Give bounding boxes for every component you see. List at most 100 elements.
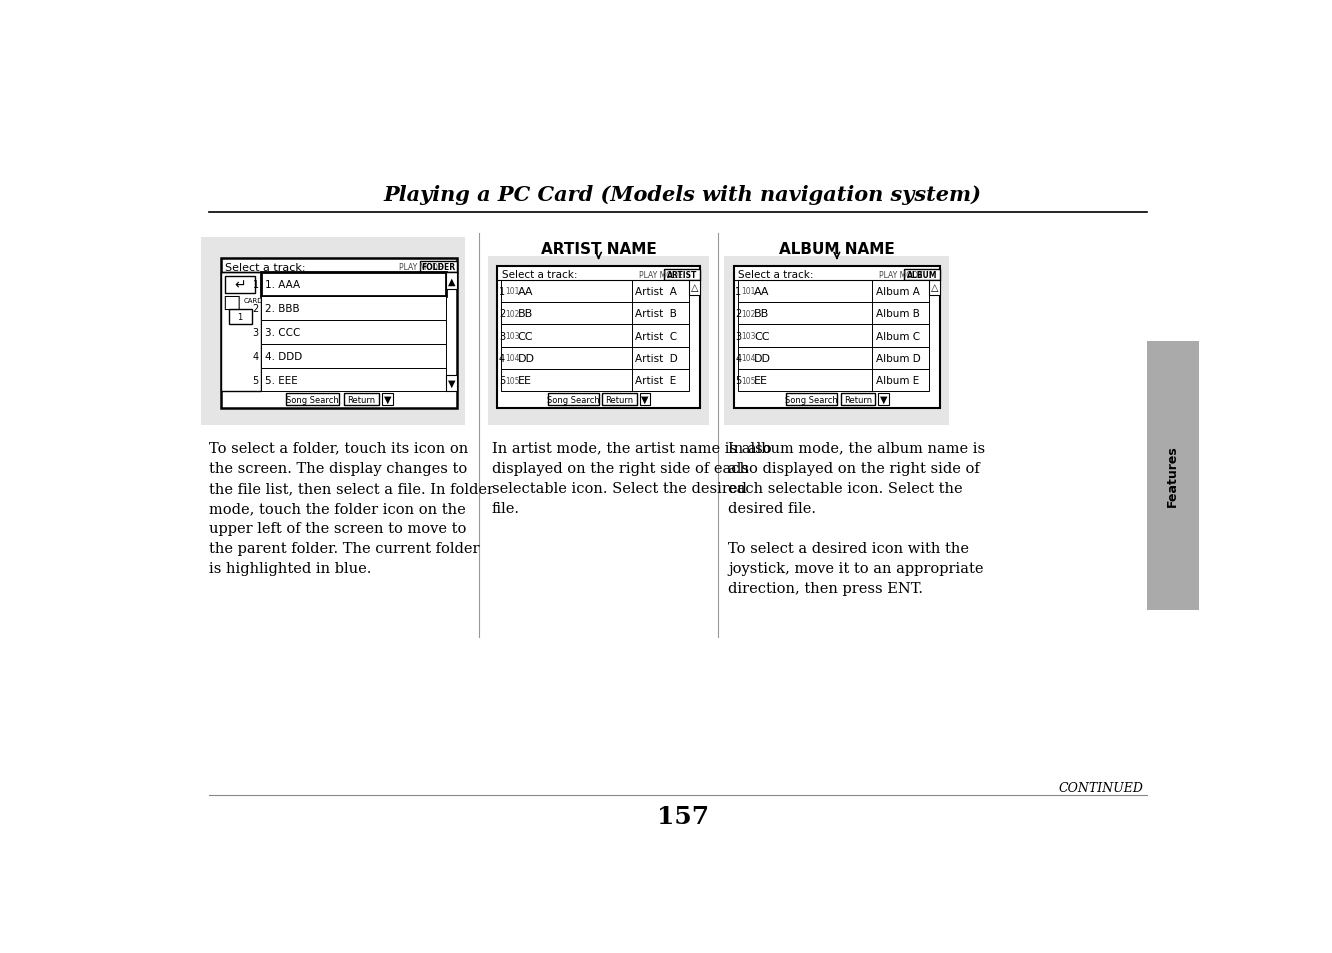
Text: 3: 3: [735, 332, 742, 341]
Text: 101.: 101.: [742, 287, 758, 296]
Bar: [689, 280, 699, 295]
Text: 103.: 103.: [505, 332, 522, 341]
Bar: [221, 259, 457, 409]
Text: 4: 4: [500, 354, 505, 364]
Text: 4: 4: [253, 352, 258, 361]
Bar: [501, 303, 689, 325]
Bar: [382, 394, 393, 406]
Bar: [501, 370, 689, 392]
Text: DD: DD: [754, 354, 771, 364]
Bar: [497, 267, 699, 409]
Text: 4: 4: [735, 354, 742, 364]
Text: 5. EEE: 5. EEE: [265, 375, 297, 385]
Text: PLAY MODE: PLAY MODE: [400, 263, 442, 272]
Text: Song Search: Song Search: [286, 395, 338, 404]
Text: 103.: 103.: [742, 332, 758, 341]
Bar: [549, 394, 598, 406]
Text: ▼: ▼: [879, 395, 887, 405]
Bar: [904, 270, 940, 280]
Text: CC: CC: [518, 332, 533, 341]
Text: AA: AA: [754, 287, 770, 296]
Text: △: △: [931, 283, 938, 294]
Bar: [261, 344, 446, 368]
Text: △: △: [690, 283, 698, 294]
Text: 5: 5: [253, 375, 258, 385]
Text: 2: 2: [735, 309, 742, 319]
Text: Artist  B: Artist B: [635, 309, 677, 319]
Text: Artist  D: Artist D: [635, 354, 678, 364]
Text: 157: 157: [657, 804, 709, 828]
Bar: [344, 394, 380, 406]
Text: 104.: 104.: [505, 355, 522, 363]
Text: In album mode, the album name is
also displayed on the right side of
each select: In album mode, the album name is also di…: [729, 441, 986, 596]
Bar: [738, 325, 930, 348]
Bar: [602, 394, 637, 406]
Text: Artist  A: Artist A: [635, 287, 677, 296]
Text: 101.: 101.: [505, 287, 522, 296]
Bar: [225, 276, 254, 294]
Text: BB: BB: [754, 309, 769, 319]
Bar: [878, 394, 888, 406]
Text: ▼: ▼: [384, 395, 392, 405]
Bar: [261, 320, 446, 344]
Bar: [261, 368, 446, 392]
Bar: [738, 303, 930, 325]
Text: 5: 5: [500, 375, 505, 386]
Text: CC: CC: [754, 332, 770, 341]
Text: ↵: ↵: [234, 278, 246, 293]
Text: CARD: CARD: [244, 297, 264, 303]
Bar: [229, 310, 252, 325]
Bar: [488, 256, 709, 426]
Bar: [786, 394, 836, 406]
Text: Album E: Album E: [875, 375, 919, 386]
Bar: [840, 394, 875, 406]
Text: 2. BBB: 2. BBB: [265, 304, 300, 314]
Text: 102.: 102.: [505, 310, 522, 318]
Text: 2: 2: [253, 304, 258, 314]
Text: 102.: 102.: [742, 310, 758, 318]
Text: 3. CCC: 3. CCC: [265, 328, 300, 337]
Bar: [446, 375, 457, 392]
Bar: [201, 237, 465, 426]
Text: ▼: ▼: [448, 378, 456, 389]
Bar: [734, 267, 940, 409]
Text: 3: 3: [253, 328, 258, 337]
Text: Select a track:: Select a track:: [738, 270, 814, 280]
Text: Song Search: Song Search: [786, 395, 838, 404]
Bar: [738, 370, 930, 392]
Text: 105.: 105.: [505, 376, 522, 385]
Text: ARTIST: ARTIST: [667, 271, 697, 279]
Bar: [738, 348, 930, 370]
Bar: [501, 348, 689, 370]
Bar: [665, 270, 699, 280]
Text: 1: 1: [735, 287, 742, 296]
Text: ▲: ▲: [448, 276, 456, 286]
Text: Return: Return: [348, 395, 376, 404]
Text: □: □: [222, 293, 241, 312]
Text: Album B: Album B: [875, 309, 919, 319]
Text: EE: EE: [754, 375, 769, 386]
Text: EE: EE: [518, 375, 531, 386]
Text: DD: DD: [518, 354, 534, 364]
Text: 3: 3: [500, 332, 505, 341]
Text: ALBUM: ALBUM: [907, 271, 938, 279]
Text: ▼: ▼: [641, 395, 649, 405]
Bar: [501, 325, 689, 348]
Bar: [446, 273, 457, 290]
Bar: [261, 273, 446, 296]
Bar: [420, 262, 457, 273]
Bar: [1147, 341, 1199, 611]
Text: PLAY MODE: PLAY MODE: [879, 271, 923, 279]
Bar: [286, 394, 338, 406]
Text: To select a folder, touch its icon on
the screen. The display changes to
the fil: To select a folder, touch its icon on th…: [209, 441, 494, 576]
Text: 1: 1: [253, 280, 258, 290]
Text: PLAY MODE: PLAY MODE: [639, 271, 683, 279]
Text: 1: 1: [237, 313, 242, 322]
Text: Album A: Album A: [875, 287, 919, 296]
Text: 1. AAA: 1. AAA: [265, 280, 300, 290]
Text: Return: Return: [843, 395, 872, 404]
Bar: [738, 280, 930, 303]
Text: ALBUM NAME: ALBUM NAME: [779, 242, 895, 257]
Text: 2: 2: [500, 309, 505, 319]
Bar: [930, 280, 940, 295]
